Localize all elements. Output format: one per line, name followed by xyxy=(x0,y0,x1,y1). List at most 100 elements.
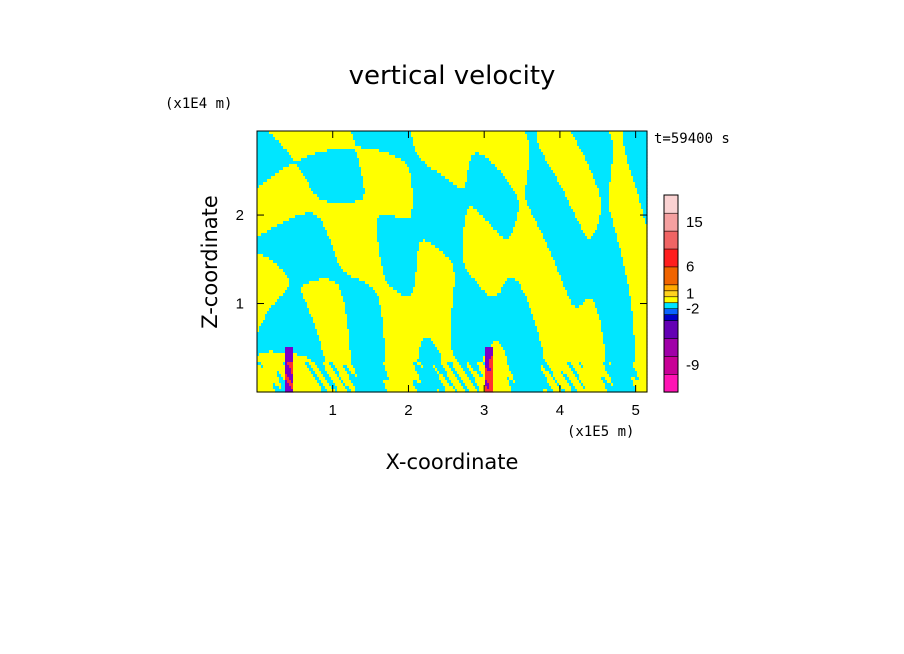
field-cell xyxy=(257,317,266,321)
field-cell xyxy=(381,260,418,264)
field-cell xyxy=(257,332,318,336)
field-cell xyxy=(321,389,328,393)
field-cell xyxy=(257,152,290,156)
field-cell xyxy=(355,140,414,144)
field-cell xyxy=(485,290,502,294)
field-cell xyxy=(409,170,438,174)
field-cell xyxy=(415,275,456,279)
field-cell xyxy=(477,281,506,285)
field-cell xyxy=(567,293,630,297)
field-cell xyxy=(433,341,452,345)
field-cell xyxy=(301,158,360,162)
field-cell xyxy=(289,383,294,387)
field-cell xyxy=(383,335,452,339)
field-cell xyxy=(345,311,382,315)
field-cell xyxy=(257,329,260,333)
field-cell xyxy=(527,296,570,300)
field-cell xyxy=(583,383,606,387)
colorbar-label: 1 xyxy=(686,286,694,303)
field-cell xyxy=(497,293,526,297)
field-cell xyxy=(421,362,442,366)
field-cell xyxy=(329,383,336,387)
field-cell xyxy=(325,377,332,381)
field-cell xyxy=(413,137,528,141)
field-cell xyxy=(257,179,268,183)
field-cell xyxy=(519,206,530,210)
field-cell xyxy=(257,368,286,372)
field-cell xyxy=(525,293,568,297)
field-cell xyxy=(515,380,548,384)
field-cell xyxy=(293,368,310,372)
field-cell xyxy=(579,374,610,378)
field-cell xyxy=(257,194,318,198)
field-cell xyxy=(365,281,388,285)
field-cell xyxy=(575,212,602,216)
field-cell xyxy=(355,386,386,390)
field-cell xyxy=(279,371,286,375)
field-cell xyxy=(473,206,520,210)
field-cell xyxy=(573,371,578,375)
field-cell xyxy=(597,227,616,231)
field-cell xyxy=(483,215,518,219)
field-cell xyxy=(531,209,574,213)
field-cell xyxy=(413,287,454,291)
field-cell xyxy=(493,374,514,378)
field-cell xyxy=(453,362,460,366)
field-cell xyxy=(577,218,600,222)
field-cell xyxy=(407,164,428,168)
field-cell xyxy=(571,362,580,366)
field-cell xyxy=(439,371,448,375)
field-cell xyxy=(489,359,494,363)
field-cell xyxy=(633,326,648,330)
field-cell xyxy=(597,311,634,315)
field-cell xyxy=(635,389,648,393)
field-cell xyxy=(291,380,294,384)
field-cell xyxy=(375,290,398,294)
field-cell xyxy=(483,359,486,363)
field-cell xyxy=(463,368,470,372)
field-cell xyxy=(465,371,472,375)
field-cell xyxy=(285,374,288,378)
field-cell xyxy=(469,377,476,381)
field-cell xyxy=(419,353,442,357)
field-cell xyxy=(535,218,578,222)
field-cell xyxy=(309,281,336,285)
field-cell xyxy=(285,290,302,294)
colorbar-swatch xyxy=(663,266,679,286)
field-cell xyxy=(557,383,560,387)
field-cell xyxy=(485,362,490,366)
field-cell xyxy=(487,380,494,384)
field-cell xyxy=(573,134,612,138)
field-cell xyxy=(393,287,414,291)
field-cell xyxy=(385,368,416,372)
field-cell xyxy=(541,149,582,153)
field-cell xyxy=(517,218,536,222)
field-cell xyxy=(385,350,420,354)
field-cell xyxy=(575,215,600,219)
field-cell xyxy=(503,284,522,288)
field-cell xyxy=(311,365,318,369)
field-cell xyxy=(311,188,366,192)
field-cell xyxy=(315,371,322,375)
field-cell xyxy=(311,359,326,363)
field-cell xyxy=(257,365,262,369)
field-cell xyxy=(493,347,504,351)
field-cell xyxy=(467,374,474,378)
field-cell xyxy=(411,173,442,177)
field-cell xyxy=(435,245,464,249)
field-cell xyxy=(451,335,540,339)
field-cell xyxy=(507,179,528,183)
field-cell xyxy=(261,362,284,366)
field-cell xyxy=(287,287,302,291)
field-cell xyxy=(413,188,514,192)
field-cell xyxy=(303,284,340,288)
field-cell xyxy=(479,368,486,372)
field-cell xyxy=(349,341,386,345)
field-cell xyxy=(519,200,528,204)
x-tick-label: 5 xyxy=(631,402,639,419)
field-cell xyxy=(611,170,632,174)
field-cell xyxy=(257,218,290,222)
field-cell xyxy=(293,383,320,387)
field-cell xyxy=(525,197,568,201)
chart-title: vertical velocity xyxy=(349,61,556,91)
